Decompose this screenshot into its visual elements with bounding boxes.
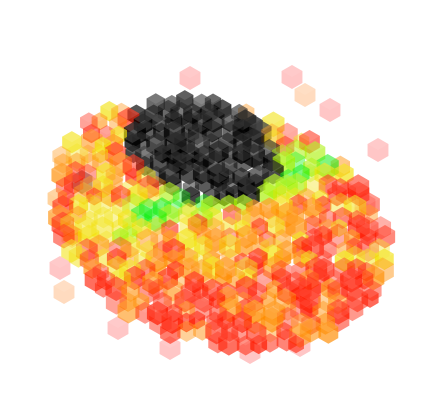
voxel: [180, 66, 201, 90]
voxel: [368, 138, 389, 162]
voxel: [282, 65, 303, 89]
voxel: [54, 280, 75, 304]
voxel: [295, 83, 316, 107]
voxel: [320, 98, 341, 122]
